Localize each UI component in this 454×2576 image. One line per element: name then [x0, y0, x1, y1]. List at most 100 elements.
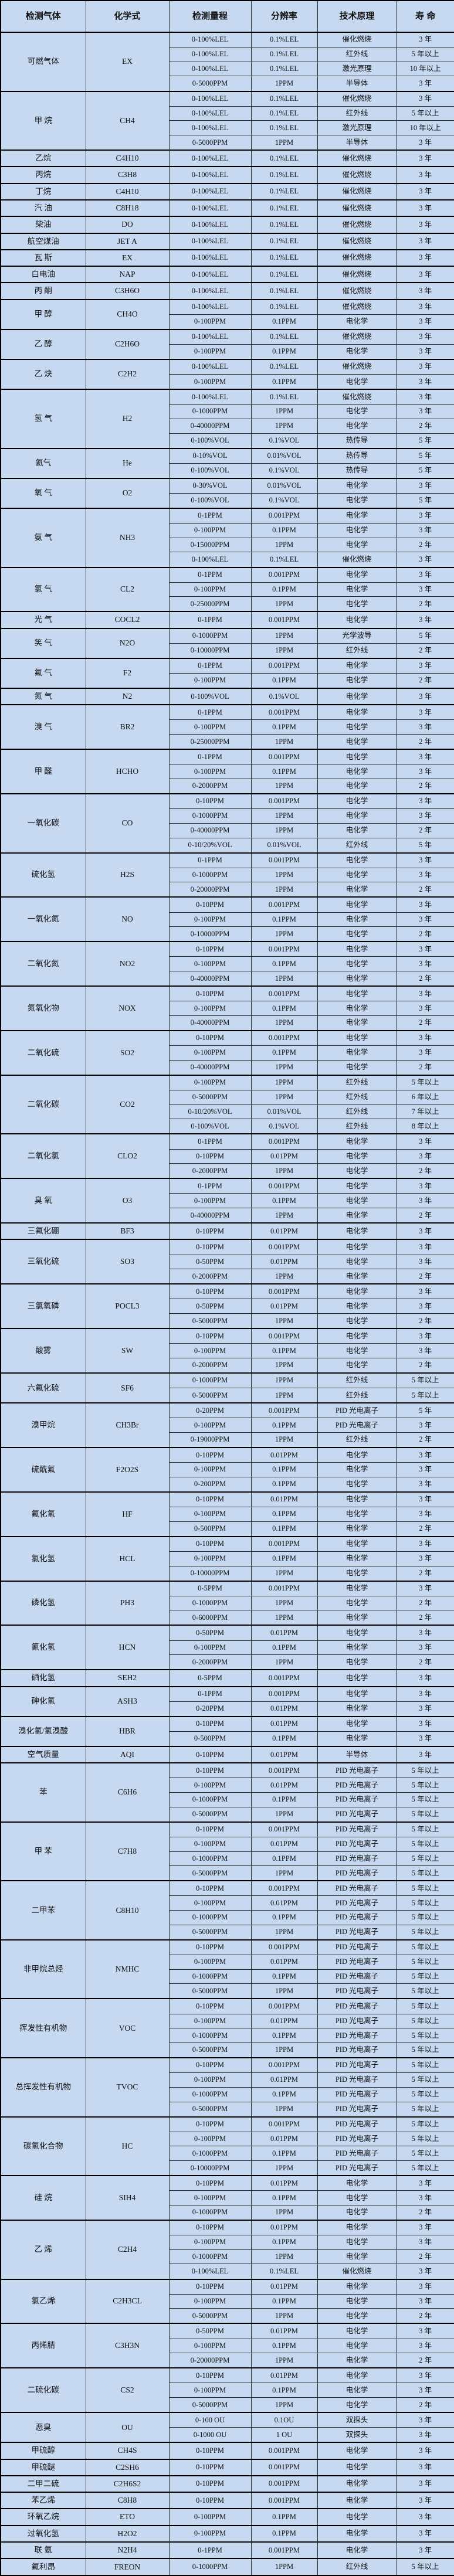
formula-cell: BF3	[85, 1222, 170, 1240]
gas-name-cell: 乙 烯	[0, 2220, 86, 2280]
range-cell: 0-100%VOL	[168, 1119, 252, 1134]
principle-cell: 电化学	[317, 1239, 397, 1255]
resolution-cell: 1PPM	[250, 537, 318, 553]
formula-cell: He	[85, 447, 170, 479]
range-cell: 0-100%LEL	[168, 61, 252, 77]
lifespan-cell: 6 年以上	[396, 1089, 454, 1105]
gas-name-cell: 总挥发性有机物	[0, 2057, 86, 2118]
lifespan-cell: 3 年	[396, 1193, 454, 1209]
lifespan-cell: 5 年以上	[396, 1851, 454, 1867]
formula-cell: CH3Br	[85, 1402, 170, 1448]
formula-cell: C7H8	[85, 1821, 170, 1881]
lifespan-cell: 3 年	[396, 2458, 454, 2476]
principle-cell: 电化学	[317, 2190, 397, 2205]
principle-cell: PID 光电离子	[317, 1998, 397, 2014]
principle-cell: 电化学	[317, 1462, 397, 1477]
lifespan-cell: 3 年	[396, 508, 454, 524]
lifespan-cell: 3 年	[396, 1685, 454, 1702]
principle-cell: 电化学	[317, 2293, 397, 2309]
resolution-cell: 0.01PPM	[250, 1625, 318, 1641]
range-cell: 0-100%LEL	[168, 106, 252, 121]
principle-cell: 电化学	[317, 2204, 397, 2221]
principle-cell: 电化学	[317, 808, 397, 824]
resolution-cell: 1PPM	[250, 867, 318, 883]
principle-cell: 电化学	[317, 672, 397, 689]
table-body: 可燃气体 EX 0-100%LEL 0.1%LEL 催化燃烧 3 年 0-100%LEL 0.…	[0, 32, 454, 2576]
lifespan-cell: 3 年	[396, 1701, 454, 1717]
range-cell: 0-1PPM	[168, 1685, 252, 1702]
range-cell: 0-500PPM	[168, 1521, 252, 1537]
principle-cell: 催化燃烧	[317, 199, 397, 217]
range-cell: 0-40000PPM	[168, 1015, 252, 1031]
resolution-cell: 0.01PPM	[250, 2072, 318, 2088]
table-row: 0-40000PPM 1PPM 电化学 2 年	[1, 1208, 454, 1224]
range-cell: 0-100%LEL	[168, 328, 252, 345]
principle-cell: 电化学	[317, 2524, 397, 2543]
lifespan-cell: 3 年	[396, 298, 454, 315]
range-cell: 0-10000PPM	[168, 643, 252, 659]
resolution-cell: 0.01PPM	[250, 1254, 318, 1270]
range-cell: 0-100PPM	[168, 2072, 252, 2088]
principle-cell: 电化学	[317, 1269, 397, 1284]
gas-name-cell: 酸雾	[0, 1328, 86, 1374]
resolution-cell: 0.001PPM	[250, 704, 318, 721]
resolution-cell: 0.1%LEL	[250, 282, 318, 300]
table-row: 0-40000PPM 1PPM 电化学 2 年	[1, 823, 454, 838]
range-cell: 0-100%VOL	[168, 492, 252, 509]
formula-cell: OU	[85, 2412, 170, 2443]
resolution-cell: 0.001PPM	[250, 793, 318, 810]
lifespan-cell: 3 年	[396, 1222, 454, 1240]
range-cell: 0-19000PPM	[168, 1432, 252, 1448]
table-row: 氰化氢 HCN 0-50PPM 0.01PPM 电化学 3 年	[0, 1625, 454, 1670]
range-cell: 0-10PPM	[168, 1715, 252, 1732]
lifespan-cell: 2 年	[396, 537, 454, 553]
principle-cell: PID 光电离子	[317, 2028, 397, 2043]
table-row: 0-100%VOL 0.1%VOL 红外线 8 年以上	[1, 1119, 454, 1134]
table-row: 汽 油 C8H18 0-100%LEL 0.1%LEL 催化燃烧 3 年	[0, 199, 454, 217]
lifespan-cell: 3 年	[396, 216, 454, 234]
table-row: 氯 气 CL2 0-1PPM 0.001PPM 电化学 3 年	[0, 566, 454, 612]
table-row: 白电油 NAP 0-100%LEL 0.1%LEL 催化燃烧 3 年	[0, 266, 454, 283]
lifespan-cell: 3 年	[396, 1447, 454, 1463]
gas-name-cell: 苯乙烯	[0, 2492, 86, 2509]
formula-cell: AQI	[85, 1745, 170, 1763]
range-cell: 0-2000PPM	[168, 1163, 252, 1179]
gas-name-cell: 二硫化碳	[0, 2367, 86, 2413]
range-cell: 0-5000PPM	[168, 1806, 252, 1823]
formula-cell: NO2	[85, 941, 170, 987]
table-row: 光 气 COCL2 0-1PPM 0.001PPM 电化学 3 年	[0, 611, 454, 629]
table-row: 0-100%VOL 0.1%VOL 电化学 5 年	[1, 492, 454, 509]
resolution-cell: 0.1PPM	[250, 582, 318, 597]
range-cell: 0-10PPM	[168, 896, 252, 913]
table-row: 甲 醛 HCHO 0-1PPM 0.001PPM 电化学 3 年	[0, 749, 454, 794]
formula-cell: C6H6	[85, 1762, 170, 1823]
range-cell: 0-100PPM	[168, 1001, 252, 1016]
resolution-cell: 0.1%LEL	[250, 2264, 318, 2280]
lifespan-cell: 3 年	[396, 1178, 454, 1194]
lifespan-cell: 3 年	[396, 282, 454, 300]
gas-name-cell: 甲 苯	[0, 1821, 86, 1881]
resolution-cell: 0.1PPM	[250, 1640, 318, 1656]
range-cell: 0-500PPM	[168, 1731, 252, 1747]
lifespan-cell: 3 年	[396, 1133, 454, 1150]
resolution-cell: 0.1PPM	[250, 1001, 318, 1016]
table-row: 0-2000PPM 1PPM 电化学 2 年	[1, 778, 454, 794]
range-cell: 0-1PPM	[168, 657, 252, 674]
principle-cell: 催化燃烧	[317, 298, 397, 315]
principle-cell: 催化燃烧	[317, 358, 397, 375]
table-row: 0-20000PPM 1PPM 电化学 2 年	[1, 882, 454, 898]
gas-name-cell: 硫化氢	[0, 852, 86, 898]
range-cell: 0-10PPM	[168, 2175, 252, 2191]
table-row: 0-100PPM 0.1PPM 电化学 3 年	[1, 1551, 454, 1566]
table-row: 0-1000 OU 1 OU 双探头 3 年	[1, 2427, 454, 2443]
table-row: 0-1000PPM 0.1PPM PID 光电离子 5 年以上	[1, 2028, 454, 2043]
lifespan-cell: 5 年以上	[396, 1865, 454, 1881]
column-header: 技术原理	[317, 0, 397, 33]
table-row: 0-100PPM 0.1PPM 电化学 3 年	[1, 1506, 454, 1522]
table-row: 笑 气 N2O 0-1000PPM 1PPM 光学波导 5 年	[0, 627, 454, 659]
resolution-cell: 0.1%LEL	[250, 232, 318, 250]
lifespan-cell: 3 年	[396, 523, 454, 538]
range-cell: 0-1PPM	[168, 508, 252, 524]
gas-name-cell: 甲 醛	[0, 749, 86, 794]
lifespan-cell: 2 年	[396, 643, 454, 659]
